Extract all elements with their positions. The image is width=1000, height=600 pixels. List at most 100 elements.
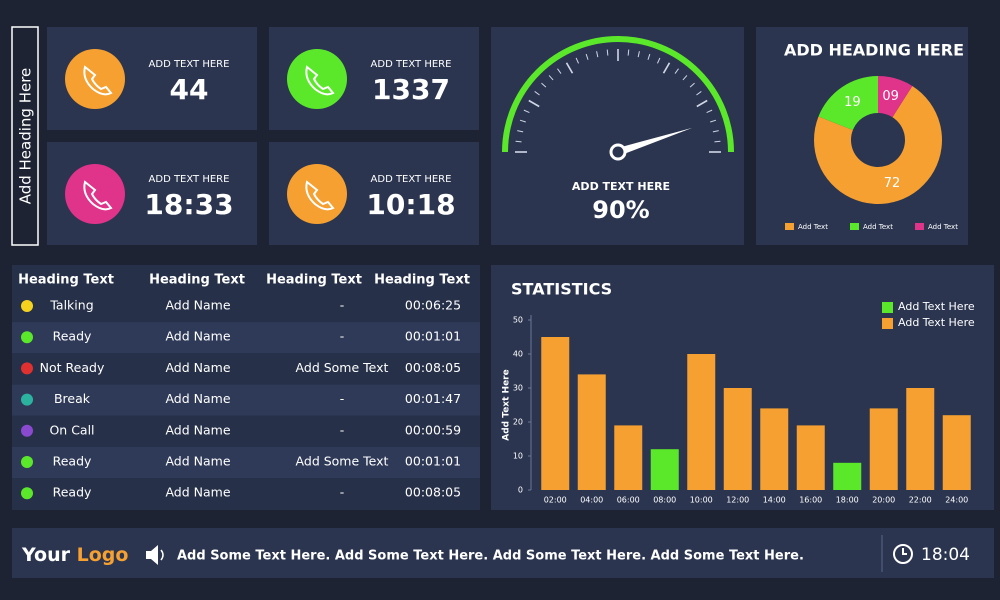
y-tick-label: 10 (513, 452, 523, 461)
table-cell: Add Name (165, 454, 230, 469)
gauge-value: 90% (592, 196, 649, 224)
table-header: Heading Text (18, 273, 114, 288)
table-row (12, 415, 480, 447)
x-tick-label: 06:00 (617, 496, 640, 505)
logo: Your Logo (21, 544, 128, 566)
table-cell: On Call (49, 422, 94, 437)
clock-icon (893, 544, 913, 564)
footer-bar (12, 528, 994, 578)
gauge-tick (714, 140, 721, 143)
x-tick-label: 02:00 (544, 496, 567, 505)
legend-swatch (850, 223, 859, 230)
gauge-tick (689, 82, 695, 88)
gauge-tick (557, 68, 562, 74)
table-row (12, 322, 480, 354)
gauge-tick (517, 130, 524, 133)
table-cell: Talking (49, 298, 93, 313)
legend-swatch (785, 223, 794, 230)
table-cell: Add Name (165, 391, 230, 406)
stat-label: ADD TEXT HERE (149, 174, 230, 185)
table-cell: Add Name (165, 298, 230, 313)
table-row (12, 447, 480, 478)
speaker-icon (146, 545, 164, 565)
table-row (12, 291, 480, 322)
stat-value: 10:18 (366, 188, 455, 221)
gauge-tick (696, 99, 708, 108)
stat-icon-glyph (83, 180, 113, 211)
x-tick-label: 12:00 (726, 496, 749, 505)
donut-slice (878, 76, 913, 118)
gauge-tick (662, 62, 671, 74)
table-row (12, 353, 480, 385)
gauge-tick (548, 75, 554, 81)
table-cell: 00:00:59 (405, 422, 461, 437)
gauge-label: ADD TEXT HERE (572, 180, 670, 193)
table-cell: Ready (53, 454, 92, 469)
table-cell: Add Some Text (296, 454, 389, 469)
gauge-tick (656, 57, 661, 64)
gauge-needle (616, 127, 693, 156)
stat-icon-glyph (83, 65, 113, 96)
bar (760, 408, 789, 490)
ticker: Add Some Text Here. Add Some Text Here. … (177, 549, 804, 564)
gauge-tick (682, 75, 688, 81)
stat-icon-glyph (305, 180, 335, 211)
legend-label: Add Text Here (898, 300, 975, 313)
bar (723, 388, 752, 490)
status-icon (21, 424, 33, 437)
bar (942, 415, 971, 490)
logo-logo: Logo (77, 544, 129, 566)
table-cell: 00:01:01 (405, 454, 461, 469)
table-header: Heading Text (266, 273, 362, 288)
table-row (12, 384, 480, 416)
status-icon (21, 362, 33, 375)
gauge-panel (491, 27, 744, 245)
status-icon (21, 456, 33, 468)
legend-label: Add Text (798, 223, 828, 231)
table-cell: 00:08:05 (405, 360, 461, 375)
donut-slice (818, 76, 878, 131)
bar (833, 462, 862, 490)
gauge-tick (541, 82, 547, 88)
x-tick-label: 08:00 (653, 496, 676, 505)
legend-label: Add Text Here (898, 316, 975, 329)
bar (906, 388, 935, 490)
y-tick-label: 0 (518, 486, 523, 495)
table-cell: 00:01:47 (405, 391, 461, 406)
gauge-tick (523, 109, 530, 114)
table-row (12, 478, 480, 510)
bar (614, 425, 643, 490)
x-tick-label: 22:00 (909, 496, 932, 505)
table-cell: - (340, 485, 345, 500)
table-cell: Break (54, 391, 91, 406)
gauge-tick (710, 119, 717, 123)
x-tick-label: 18:00 (836, 496, 859, 505)
clock: 18:04 (921, 545, 970, 565)
y-axis-label: Add Text Here (502, 369, 512, 440)
stat-icon (287, 164, 347, 224)
bar (796, 425, 825, 490)
table-cell: 00:08:05 (405, 485, 461, 500)
gauge-arc (502, 36, 734, 153)
stat-value: 44 (170, 73, 209, 106)
legend-swatch (915, 223, 924, 230)
status-icon (21, 300, 33, 312)
table-cell: 00:01:01 (405, 329, 461, 344)
gauge-tick (575, 57, 580, 64)
stat-label: ADD TEXT HERE (371, 174, 452, 185)
donut-value-label: 19 (844, 95, 861, 110)
gauge-tick (637, 51, 640, 58)
stat-icon-glyph (305, 65, 335, 96)
gauge-tick (627, 49, 630, 56)
y-tick-label: 50 (513, 316, 523, 325)
table-cell: - (340, 329, 345, 344)
gauge-tick (519, 119, 526, 123)
gauge-tick (534, 91, 540, 96)
legend-label: Add Text (863, 223, 893, 231)
stat-label: ADD TEXT HERE (149, 59, 230, 70)
stat-value: 18:33 (144, 188, 233, 221)
gauge-tick (606, 49, 609, 56)
bar (687, 354, 716, 490)
stat-value: 1337 (372, 73, 450, 106)
